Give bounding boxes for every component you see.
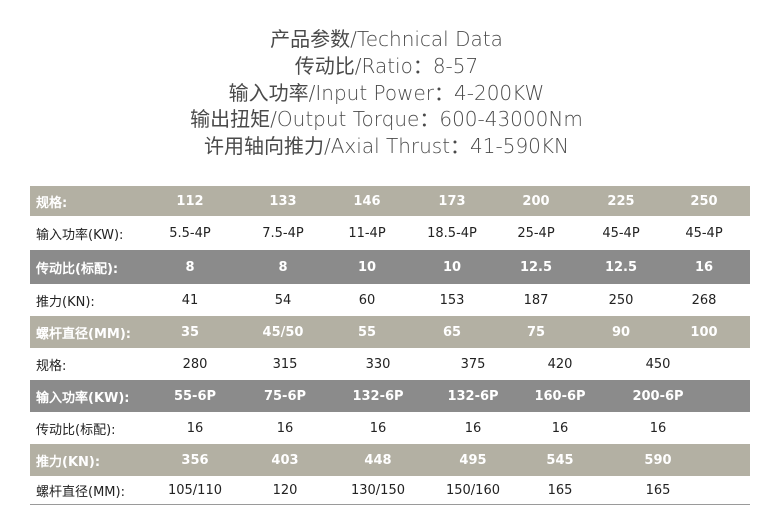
row-label: 螺杆直径(MM): <box>36 485 125 500</box>
table-cell: 5.5-4P <box>169 225 211 241</box>
table-cell: 16 <box>276 420 294 436</box>
row-label: 推力(KN): <box>36 294 95 310</box>
table-cell: 200 <box>522 193 550 209</box>
table-cell: 105/110 <box>167 483 223 498</box>
table-cell: 11-4P <box>348 225 386 241</box>
table-cell: 132-6P <box>352 388 404 404</box>
table-cell: 25-4P <box>517 225 555 241</box>
table-cell: 35 <box>180 324 200 340</box>
table-cell: 75 <box>526 324 546 340</box>
table-cell: 16 <box>649 420 667 436</box>
table-cell: 45-4P <box>602 225 640 241</box>
table-cell: 90 <box>611 324 631 340</box>
table-cell: 133 <box>269 193 297 209</box>
table-cell: 187 <box>523 292 549 308</box>
table-cell: 16 <box>186 420 204 436</box>
table-row: 螺杆直径(MM): 35 45/50 55 65 75 90 100 <box>30 316 750 348</box>
table-cell: 200-6P <box>632 388 684 404</box>
table-cell: 165 <box>645 483 671 498</box>
row-label: 规格: <box>36 195 68 211</box>
row-label: 输入功率(KW): <box>36 390 130 406</box>
table-cell: 8 <box>278 259 288 275</box>
table-cell: 8 <box>185 259 195 275</box>
table-cell: 590 <box>644 452 672 468</box>
table-row: 规格: 112 133 146 173 200 225 250 <box>30 186 750 216</box>
row-label: 螺杆直径(MM): <box>36 326 131 342</box>
table-cell: 100 <box>690 324 718 340</box>
table-cell: 250 <box>690 193 718 209</box>
table-cell: 173 <box>438 193 466 209</box>
table-cell: 225 <box>607 193 635 209</box>
table-cell: 18.5-4P <box>427 225 477 241</box>
table-cell: 55-6P <box>173 388 217 404</box>
table-row: 传动比(标配): 16 16 16 16 16 16 <box>30 412 750 444</box>
table-cell: 330 <box>365 356 391 372</box>
table-cell: 10 <box>442 259 462 275</box>
table-cell: 45-4P <box>685 225 723 241</box>
table-cell: 10 <box>357 259 377 275</box>
table-cell: 16 <box>551 420 569 436</box>
spec-summary-line: 输出扭矩/Output Torque：600-43000Nm <box>190 107 583 131</box>
row-label: 规格: <box>36 358 67 374</box>
table-cell: 7.5-4P <box>262 225 304 241</box>
table-cell: 12.5 <box>604 259 638 275</box>
row-label: 传动比(标配): <box>36 261 119 277</box>
table-cell: 403 <box>271 452 299 468</box>
table-cell: 375 <box>460 356 486 372</box>
table-bottom-divider <box>30 504 750 505</box>
row-label: 输入功率(KW): <box>36 227 124 243</box>
table-cell: 130/150 <box>350 483 406 498</box>
table-row: 传动比(标配): 8 8 10 10 12.5 12.5 16 <box>30 250 750 284</box>
spec-summary-line: 许用轴向推力/Axial Thrust：41-590KN <box>204 134 569 158</box>
row-label: 传动比(标配): <box>36 422 116 438</box>
table-cell: 165 <box>547 483 573 498</box>
table-cell: 280 <box>182 356 208 372</box>
table-cell: 120 <box>272 483 298 498</box>
table-row: 推力(KN): 356 403 448 495 545 590 <box>30 444 750 476</box>
table-row: 输入功率(KW): 55-6P 75-6P 132-6P 132-6P 160-6P 200… <box>30 380 750 412</box>
table-cell: 65 <box>442 324 462 340</box>
table-cell: 150/160 <box>445 483 501 498</box>
table-cell: 132-6P <box>447 388 499 404</box>
table-cell: 112 <box>176 193 204 209</box>
table-cell: 55 <box>357 324 377 340</box>
table-cell: 545 <box>546 452 574 468</box>
table-cell: 450 <box>645 356 671 372</box>
table-cell: 16 <box>694 259 714 275</box>
table-cell: 495 <box>459 452 487 468</box>
spec-summary-line: 传动比/Ratio：8-57 <box>294 54 479 78</box>
table-cell: 16 <box>464 420 482 436</box>
table-cell: 16 <box>369 420 387 436</box>
table-cell: 160-6P <box>534 388 586 404</box>
table-cell: 12.5 <box>519 259 553 275</box>
table-cell: 315 <box>272 356 298 372</box>
spec-summary-line: 输入功率/Input Power：4-200KW <box>228 81 545 105</box>
table-row: 推力(KN): 41 54 60 153 187 250 268 <box>30 284 750 316</box>
table-row: 输入功率(KW): 5.5-4P 7.5-4P 11-4P 18.5-4P 25-4P 45… <box>30 216 750 250</box>
page-title: 产品参数/Technical Data <box>270 27 503 51</box>
table-cell: 356 <box>181 452 209 468</box>
table-cell: 420 <box>547 356 573 372</box>
row-label: 推力(KN): <box>36 454 101 470</box>
table-cell: 75-6P <box>263 388 307 404</box>
table-cell: 60 <box>358 292 376 308</box>
table-cell: 41 <box>181 292 199 308</box>
table-cell: 250 <box>608 292 634 308</box>
table-cell: 54 <box>274 292 292 308</box>
table-row: 螺杆直径(MM): 105/110 120 130/150 150/160 165 165 <box>30 476 750 505</box>
table-cell: 153 <box>439 292 465 308</box>
table-cell: 268 <box>691 292 717 308</box>
table-row: 规格: 280 315 330 375 420 450 <box>30 348 750 380</box>
table-cell: 146 <box>353 193 381 209</box>
table-cell: 45/50 <box>262 324 304 340</box>
table-cell: 448 <box>364 452 392 468</box>
